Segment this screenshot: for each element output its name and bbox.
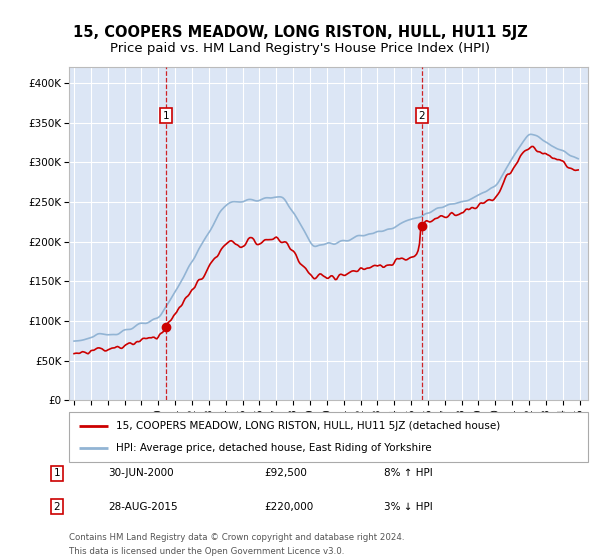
Text: 30-JUN-2000: 30-JUN-2000 <box>108 468 173 478</box>
Text: £220,000: £220,000 <box>264 502 313 512</box>
Text: HPI: Average price, detached house, East Riding of Yorkshire: HPI: Average price, detached house, East… <box>116 444 431 454</box>
Text: 28-AUG-2015: 28-AUG-2015 <box>108 502 178 512</box>
Text: 1: 1 <box>53 468 61 478</box>
Text: This data is licensed under the Open Government Licence v3.0.: This data is licensed under the Open Gov… <box>69 547 344 556</box>
Text: 8% ↑ HPI: 8% ↑ HPI <box>384 468 433 478</box>
Text: 15, COOPERS MEADOW, LONG RISTON, HULL, HU11 5JZ (detached house): 15, COOPERS MEADOW, LONG RISTON, HULL, H… <box>116 421 500 431</box>
FancyBboxPatch shape <box>69 412 588 462</box>
Text: 2: 2 <box>418 110 425 120</box>
Text: 3% ↓ HPI: 3% ↓ HPI <box>384 502 433 512</box>
Text: 1: 1 <box>163 110 169 120</box>
Text: 2: 2 <box>53 502 61 512</box>
Text: 15, COOPERS MEADOW, LONG RISTON, HULL, HU11 5JZ: 15, COOPERS MEADOW, LONG RISTON, HULL, H… <box>73 25 527 40</box>
Text: Price paid vs. HM Land Registry's House Price Index (HPI): Price paid vs. HM Land Registry's House … <box>110 42 490 55</box>
Text: Contains HM Land Registry data © Crown copyright and database right 2024.: Contains HM Land Registry data © Crown c… <box>69 533 404 542</box>
Text: £92,500: £92,500 <box>264 468 307 478</box>
